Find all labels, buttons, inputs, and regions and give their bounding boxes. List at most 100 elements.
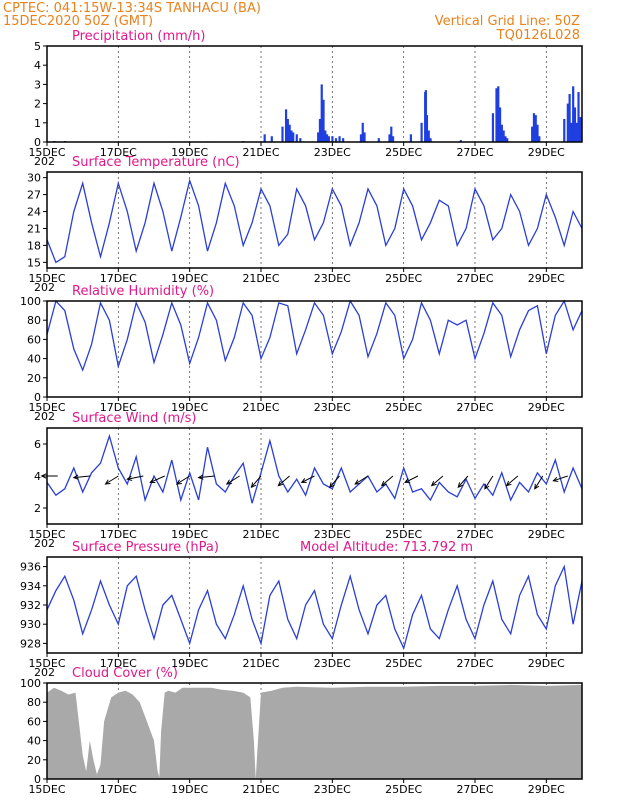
panel-cloud-cover: Cloud Cover (%) 0 20 40 60 80 100 15DEC 17DEC 19D… bbox=[20, 666, 583, 796]
precip-bar bbox=[325, 134, 329, 142]
precip-bar bbox=[327, 136, 330, 142]
precip-bar bbox=[331, 136, 334, 142]
wind-arrow-shaft bbox=[354, 475, 369, 485]
precip-bar bbox=[363, 132, 366, 142]
x-tick-label: 23DEC bbox=[314, 528, 351, 541]
y-tick-label: 2 bbox=[34, 98, 41, 111]
precip-bar bbox=[290, 130, 293, 142]
y-tick-label: 100 bbox=[20, 295, 41, 308]
x-tick-label: 25DEC bbox=[385, 401, 422, 414]
wind-line bbox=[46, 433, 583, 504]
panel-temperature: Surface Temperature (nC) 15 18 21 24 27 30 15DE… bbox=[27, 155, 583, 294]
precip-bar bbox=[538, 136, 541, 142]
y-tick-label: 934 bbox=[20, 580, 41, 593]
precipitation-frame bbox=[46, 45, 583, 143]
precip-bar bbox=[536, 124, 539, 142]
wind-arrow bbox=[250, 475, 262, 489]
year-label: 202 bbox=[34, 537, 55, 550]
y-tick-label: 3 bbox=[34, 78, 41, 91]
x-tick-label: 21DEC bbox=[242, 146, 279, 159]
x-tick-label: 25DEC bbox=[385, 657, 422, 670]
x-tick-label: 19DEC bbox=[171, 783, 208, 796]
panels: Precipitation (mm/h) 0 1 2 3 4 5 15DEC 17DEC 19DE… bbox=[20, 29, 583, 796]
precip-bar bbox=[391, 136, 395, 142]
x-tick-label: 17DEC bbox=[100, 146, 137, 159]
precip-bar bbox=[342, 138, 345, 142]
wind-arrow-shaft bbox=[105, 475, 119, 485]
temperature-title: Surface Temperature (nC) bbox=[72, 155, 240, 170]
precip-bar bbox=[573, 107, 577, 142]
x-tick-label: 23DEC bbox=[314, 401, 351, 414]
precip-bar bbox=[427, 130, 430, 142]
wind-arrow-head bbox=[457, 482, 464, 489]
x-tick-label: 19DEC bbox=[171, 146, 208, 159]
x-tick-label: 17DEC bbox=[100, 528, 137, 541]
pressure-line bbox=[46, 564, 583, 651]
x-tick-label: 15DEC bbox=[28, 401, 65, 414]
x-tick-label: 23DEC bbox=[314, 657, 351, 670]
x-tick-label: 29DEC bbox=[528, 401, 565, 414]
x-tick-label: 25DEC bbox=[385, 146, 422, 159]
y-tick-label: 0 bbox=[34, 391, 41, 404]
humidity-frame bbox=[46, 300, 583, 398]
x-tick-label: 21DEC bbox=[242, 401, 279, 414]
wind-arrow-head bbox=[552, 476, 559, 482]
precipitation-title: Precipitation (mm/h) bbox=[72, 29, 205, 44]
wind-arrow-shaft bbox=[457, 475, 469, 488]
x-tick-label: 15DEC bbox=[28, 272, 65, 285]
wind-arrow-head bbox=[505, 480, 512, 487]
x-tick-label: 23DEC bbox=[314, 272, 351, 285]
precip-bar bbox=[281, 126, 284, 142]
panel-precipitation: Precipitation (mm/h) 0 1 2 3 4 5 15DEC 17DEC 19DE… bbox=[28, 29, 583, 168]
x-tick-label: 29DEC bbox=[528, 783, 565, 796]
y-tick-label: 0 bbox=[34, 773, 41, 786]
wind-arrow-head bbox=[380, 480, 387, 487]
precip-bar bbox=[334, 138, 338, 142]
precip-bar bbox=[579, 117, 582, 142]
y-tick-label: 100 bbox=[20, 677, 41, 690]
y-tick-label: 80 bbox=[27, 314, 41, 327]
wind-arrow bbox=[534, 475, 544, 490]
x-tick-label: 21DEC bbox=[242, 783, 279, 796]
precip-bar bbox=[284, 109, 288, 142]
y-tick-label: 60 bbox=[27, 333, 41, 346]
precip-bar bbox=[495, 88, 498, 142]
wind-arrow-head bbox=[484, 483, 490, 490]
wind-arrow bbox=[354, 475, 369, 485]
wind-arrow bbox=[404, 475, 419, 483]
header-forecast-date: 15DEC2020 50Z (GMT) bbox=[3, 14, 153, 29]
year-label: 202 bbox=[34, 155, 55, 168]
wind-arrow-shaft bbox=[404, 475, 419, 483]
wind-arrow-shaft bbox=[176, 475, 190, 485]
x-tick-label: 27DEC bbox=[456, 657, 493, 670]
wind-title: Surface Wind (m/s) bbox=[72, 411, 196, 426]
temperature-line bbox=[46, 178, 583, 264]
precip-bar bbox=[318, 118, 322, 142]
precip-bar bbox=[577, 92, 580, 142]
wind-arrow bbox=[126, 475, 144, 481]
humidity-line bbox=[46, 299, 583, 372]
x-tick-label: 25DEC bbox=[385, 272, 422, 285]
wind-arrow bbox=[72, 474, 90, 480]
precip-bar bbox=[377, 138, 380, 142]
wind-arrow bbox=[505, 475, 519, 487]
humidity-title: Relative Humidity (%) bbox=[72, 284, 214, 299]
year-label: 202 bbox=[34, 666, 55, 679]
precip-bar bbox=[295, 134, 298, 142]
precip-bar bbox=[390, 126, 393, 142]
x-tick-label: 27DEC bbox=[456, 272, 493, 285]
year-label: 202 bbox=[34, 281, 55, 294]
x-tick-label: 15DEC bbox=[28, 657, 65, 670]
x-tick-label: 29DEC bbox=[528, 272, 565, 285]
wind-arrow-head bbox=[534, 483, 540, 490]
pressure-frame bbox=[46, 556, 583, 654]
precip-bar bbox=[361, 122, 364, 142]
wind-arrow bbox=[457, 475, 469, 489]
header-model-code: TQ0126L028 bbox=[496, 28, 580, 43]
x-tick-label: 27DEC bbox=[456, 146, 493, 159]
wind-arrow-shaft bbox=[534, 475, 544, 490]
wind-arrow-shaft bbox=[198, 475, 215, 479]
y-tick-label: 24 bbox=[27, 206, 41, 219]
x-tick-label: 19DEC bbox=[171, 528, 208, 541]
wind-arrow-shaft bbox=[150, 475, 165, 483]
